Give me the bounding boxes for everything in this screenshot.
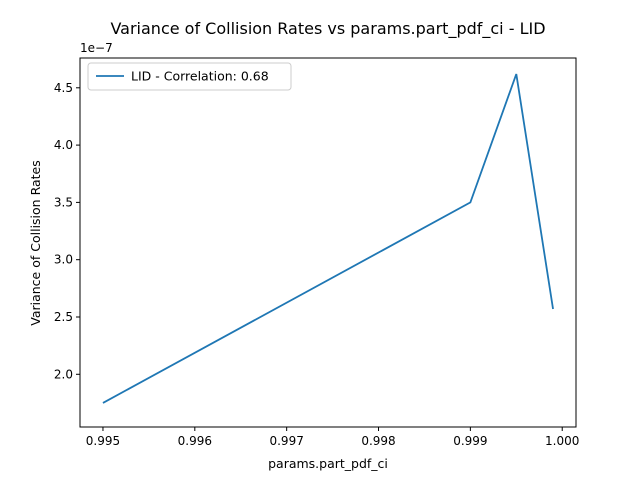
y-tick-label: 2.0 [54, 367, 73, 381]
y-axis-ticks: 2.0 2.5 3.0 3.5 4.0 4.5 [54, 81, 80, 381]
x-tick-label: 0.998 [361, 434, 395, 448]
y-axis-label: Variance of Collision Rates [28, 160, 43, 326]
chart-title: Variance of Collision Rates vs params.pa… [110, 19, 545, 39]
y-tick-label: 2.5 [54, 310, 73, 324]
x-tick-label: 0.997 [269, 434, 303, 448]
plot-area [79, 57, 577, 428]
y-tick-label: 4.5 [54, 81, 73, 95]
x-tick-label: 1.000 [545, 434, 579, 448]
x-tick-label: 0.999 [453, 434, 487, 448]
series-layer [102, 73, 554, 404]
series-line [102, 73, 554, 404]
y-tick-label: 4.0 [54, 138, 73, 152]
legend-frame [87, 62, 292, 91]
legend: LID - Correlation: 0.68 [87, 62, 292, 91]
legend-entry-label: LID - Correlation: 0.68 [131, 69, 269, 84]
x-tick-label: 0.996 [178, 434, 212, 448]
plot-frame [79, 57, 577, 428]
x-axis-label: params.part_pdf_ci [268, 456, 388, 471]
y-tick-label: 3.5 [54, 195, 73, 209]
y-tick-label: 3.0 [54, 253, 73, 267]
x-axis-ticks: 0.995 0.996 0.997 0.998 0.999 1.000 [86, 427, 579, 448]
x-tick-label: 0.995 [86, 434, 120, 448]
y-offset-label: 1e−7 [80, 41, 113, 55]
